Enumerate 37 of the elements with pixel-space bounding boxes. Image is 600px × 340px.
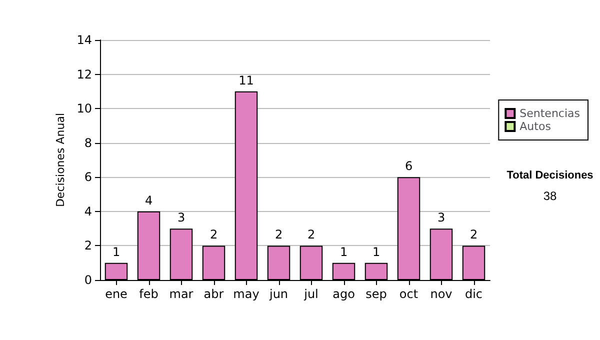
- y-tick-label: 6: [84, 170, 92, 184]
- y-axis-title: Decisiones Anual: [54, 112, 67, 208]
- x-tick-label: dic: [464, 287, 483, 301]
- data-label: 2: [470, 228, 478, 242]
- x-tick-label: jul: [303, 287, 318, 301]
- x-tick-label: nov: [430, 287, 452, 301]
- data-label: 1: [112, 244, 120, 259]
- x-tick-label: sep: [366, 287, 387, 301]
- y-tick-label: 12: [76, 67, 92, 82]
- data-label: 6: [404, 159, 413, 174]
- data-label: 2: [307, 228, 316, 242]
- data-label: 3: [177, 210, 186, 225]
- data-label: 2: [274, 228, 283, 242]
- y-tick-label: 14: [76, 33, 92, 47]
- y-tick-label: 4: [84, 204, 92, 218]
- y-tick-label: 0: [84, 273, 92, 287]
- legend-label: Sentencias: [520, 107, 580, 120]
- x-tick-label: feb: [139, 287, 158, 301]
- legend-label: Autos: [520, 120, 552, 133]
- data-label: 11: [238, 73, 254, 88]
- data-label: 2: [210, 228, 218, 242]
- data-label: 3: [437, 210, 446, 225]
- x-tick-label: ago: [332, 287, 355, 301]
- data-label: 1: [340, 244, 348, 259]
- data-label: 4: [144, 193, 153, 208]
- text: 38: [543, 189, 557, 203]
- x-tick-label: ene: [105, 287, 128, 301]
- x-tick-label: may: [233, 287, 260, 301]
- y-tick-label: 10: [76, 102, 92, 116]
- x-tick-label: abr: [204, 287, 224, 301]
- data-label: 1: [372, 244, 380, 259]
- x-tick-label: mar: [169, 287, 194, 301]
- y-tick-label: 8: [84, 136, 92, 150]
- y-tick-label: 2: [84, 238, 92, 253]
- x-tick-label: oct: [399, 287, 418, 301]
- text: Total Decisiones: [506, 170, 594, 182]
- x-tick-label: jun: [268, 287, 288, 301]
